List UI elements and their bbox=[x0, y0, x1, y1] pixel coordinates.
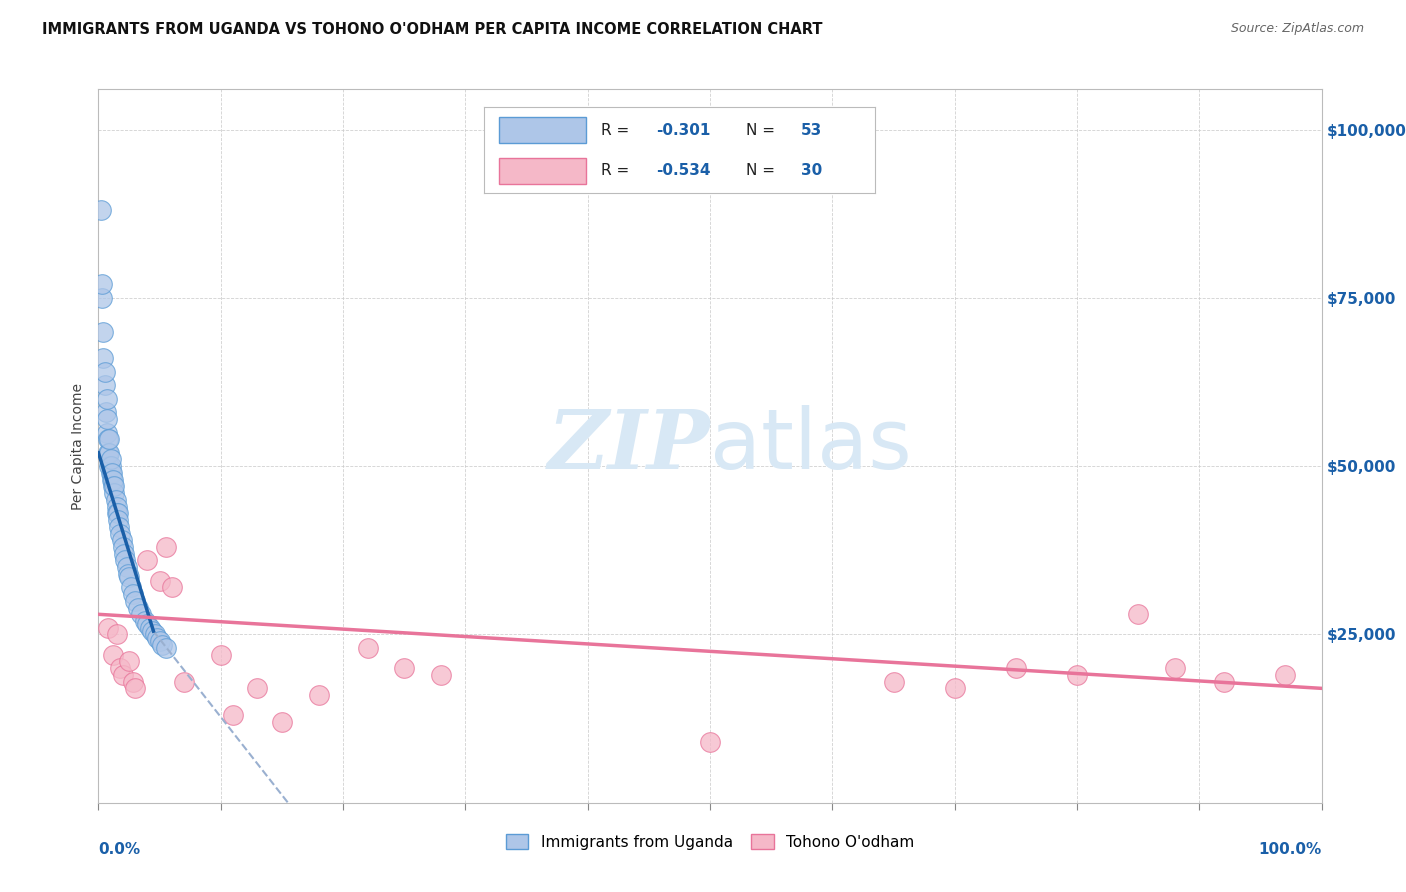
Point bbox=[98, 432, 121, 446]
Point bbox=[94, 405, 117, 419]
Point bbox=[149, 574, 172, 588]
Point bbox=[149, 634, 172, 648]
Point bbox=[96, 425, 118, 440]
Point bbox=[91, 277, 114, 292]
Point bbox=[1128, 607, 1150, 622]
Point bbox=[124, 594, 146, 608]
Point bbox=[112, 547, 135, 561]
Point bbox=[430, 668, 453, 682]
Point bbox=[124, 681, 146, 696]
Point bbox=[105, 627, 128, 641]
Point bbox=[222, 708, 245, 723]
Point bbox=[136, 553, 159, 567]
Point bbox=[356, 640, 378, 655]
Point bbox=[246, 681, 269, 696]
Point bbox=[1004, 661, 1026, 675]
Point bbox=[136, 617, 159, 632]
Point bbox=[139, 621, 162, 635]
Point bbox=[209, 648, 232, 662]
Point bbox=[98, 459, 121, 474]
Point bbox=[96, 412, 118, 426]
Point bbox=[115, 560, 138, 574]
Text: atlas: atlas bbox=[710, 406, 911, 486]
Point bbox=[155, 540, 177, 554]
Point bbox=[129, 607, 152, 622]
Point bbox=[1274, 668, 1296, 682]
Point bbox=[1212, 674, 1234, 689]
Point bbox=[883, 674, 905, 689]
Legend: Immigrants from Uganda, Tohono O'odham: Immigrants from Uganda, Tohono O'odham bbox=[499, 828, 921, 855]
Point bbox=[91, 351, 114, 366]
Point bbox=[155, 640, 177, 655]
Point bbox=[110, 526, 132, 541]
Point bbox=[101, 473, 124, 487]
Point bbox=[96, 392, 118, 406]
Point bbox=[107, 513, 129, 527]
Point bbox=[120, 580, 142, 594]
Point bbox=[101, 466, 124, 480]
Point bbox=[118, 655, 141, 669]
Text: 0.0%: 0.0% bbox=[98, 842, 141, 857]
Point bbox=[134, 614, 156, 628]
Point bbox=[101, 473, 124, 487]
Point bbox=[97, 432, 120, 446]
Point bbox=[150, 638, 173, 652]
Point bbox=[104, 492, 127, 507]
Point bbox=[107, 506, 129, 520]
Y-axis label: Per Capita Income: Per Capita Income bbox=[72, 383, 86, 509]
Point bbox=[111, 540, 134, 554]
Point bbox=[97, 621, 120, 635]
Point bbox=[105, 500, 128, 514]
Point bbox=[111, 668, 134, 682]
Point bbox=[1066, 668, 1088, 682]
Point bbox=[93, 378, 115, 392]
Point bbox=[699, 735, 721, 749]
Point bbox=[103, 486, 125, 500]
Point bbox=[100, 459, 122, 474]
Point bbox=[141, 624, 163, 639]
Point bbox=[101, 648, 124, 662]
Point bbox=[143, 627, 166, 641]
Point bbox=[127, 600, 149, 615]
Text: Source: ZipAtlas.com: Source: ZipAtlas.com bbox=[1230, 22, 1364, 36]
Point bbox=[110, 661, 132, 675]
Point bbox=[105, 506, 128, 520]
Text: ZIP: ZIP bbox=[547, 406, 710, 486]
Point bbox=[114, 553, 136, 567]
Point bbox=[97, 446, 120, 460]
Point bbox=[308, 688, 330, 702]
Point bbox=[270, 714, 294, 729]
Point bbox=[103, 479, 125, 493]
Point bbox=[108, 520, 131, 534]
Point bbox=[100, 466, 122, 480]
Point bbox=[90, 203, 112, 218]
Point bbox=[1164, 661, 1187, 675]
Point bbox=[117, 566, 139, 581]
Point bbox=[392, 661, 416, 675]
Point bbox=[118, 570, 141, 584]
Point bbox=[91, 325, 114, 339]
Point bbox=[93, 365, 115, 379]
Text: IMMIGRANTS FROM UGANDA VS TOHONO O'ODHAM PER CAPITA INCOME CORRELATION CHART: IMMIGRANTS FROM UGANDA VS TOHONO O'ODHAM… bbox=[42, 22, 823, 37]
Point bbox=[121, 587, 143, 601]
Point bbox=[100, 452, 122, 467]
Text: 100.0%: 100.0% bbox=[1258, 842, 1322, 857]
Point bbox=[160, 580, 183, 594]
Point bbox=[91, 291, 114, 305]
Point bbox=[146, 631, 169, 645]
Point bbox=[943, 681, 966, 696]
Point bbox=[98, 446, 121, 460]
Point bbox=[111, 533, 134, 548]
Point bbox=[173, 674, 195, 689]
Point bbox=[121, 674, 143, 689]
Point bbox=[101, 479, 124, 493]
